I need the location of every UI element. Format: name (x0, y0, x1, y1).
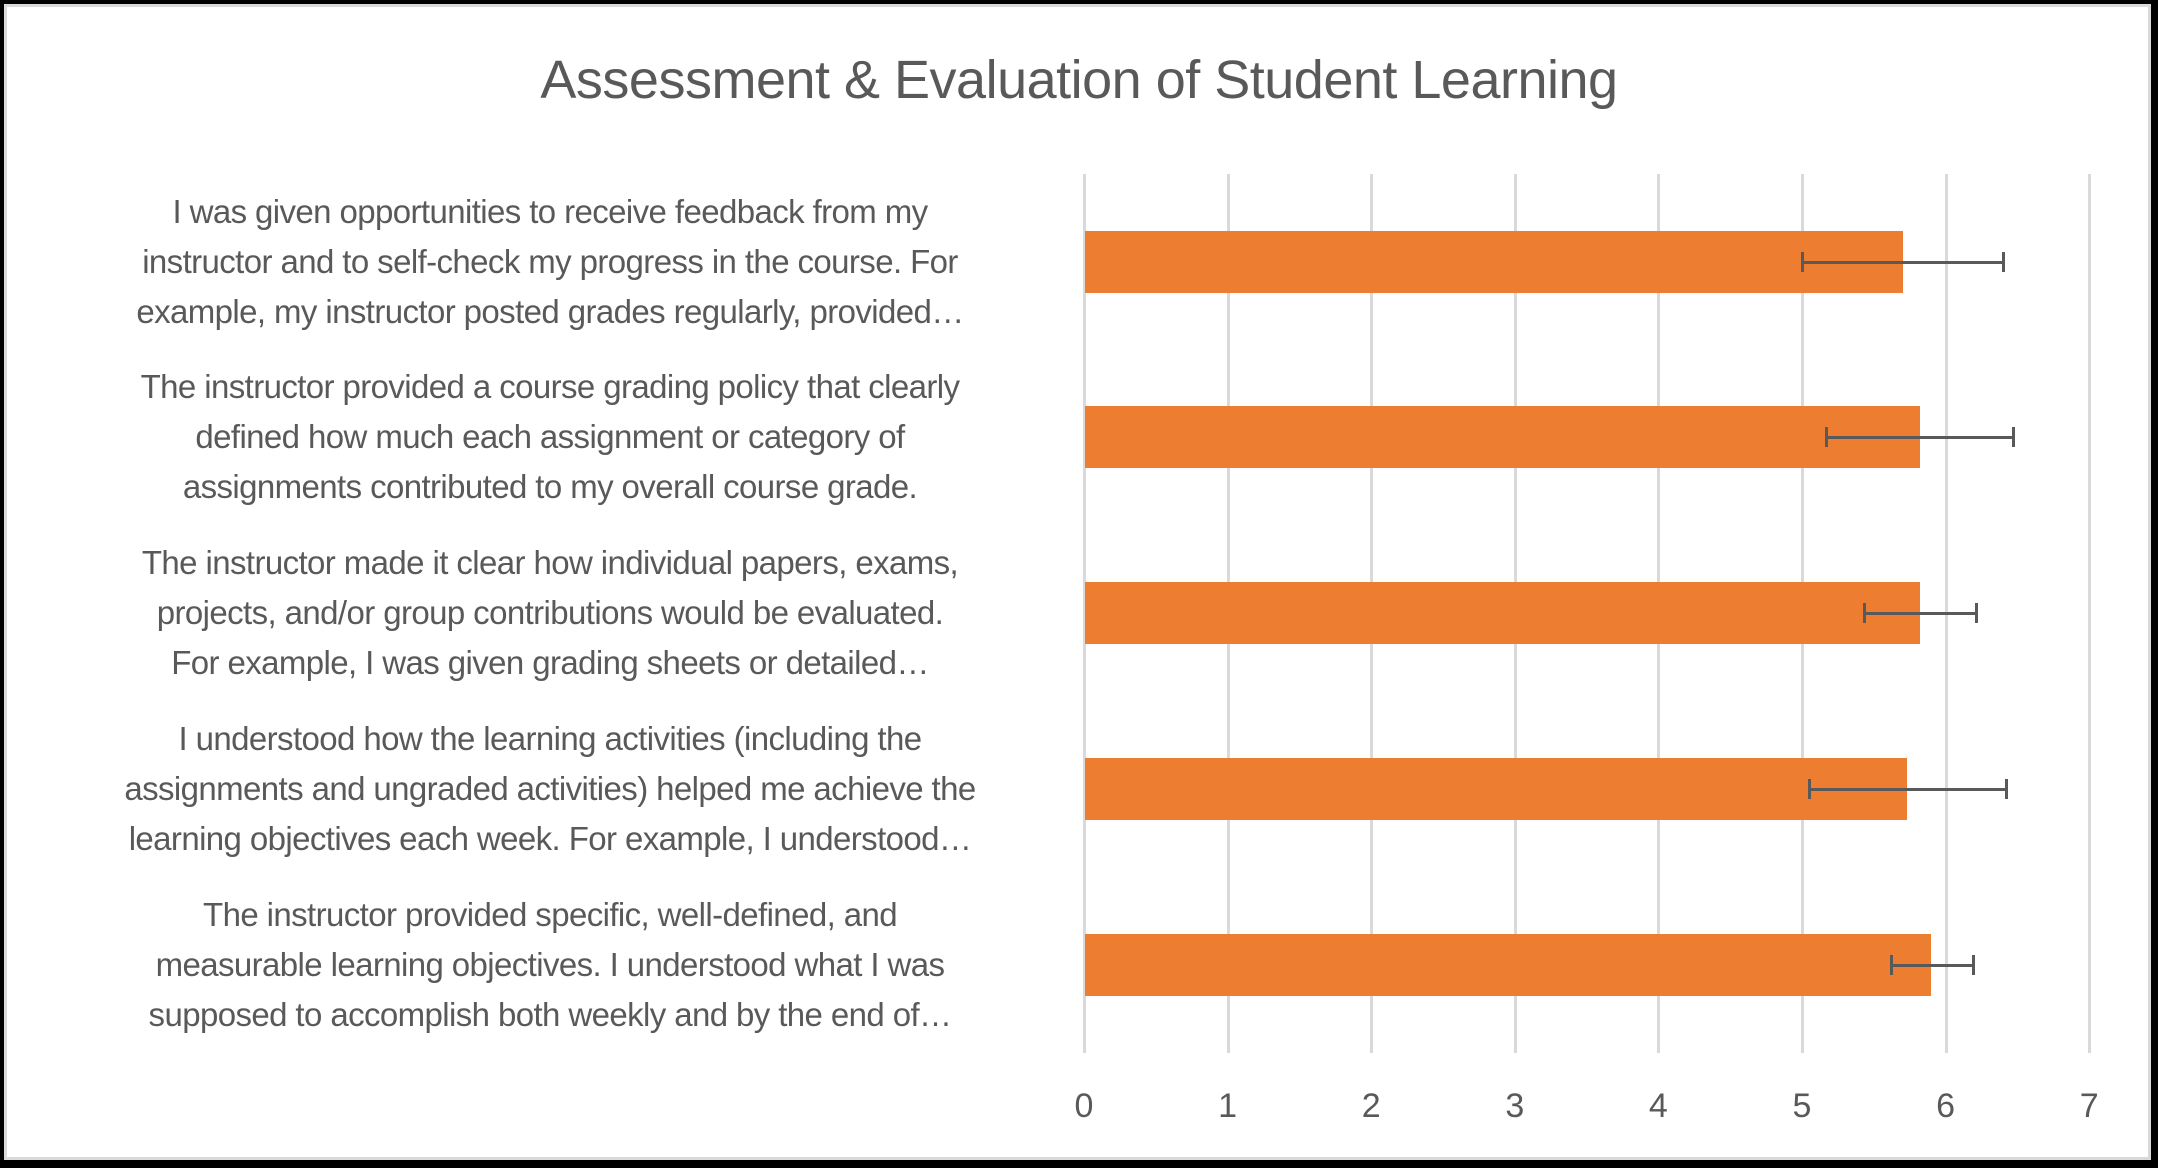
category-label-line: learning objectives each week. For examp… (128, 820, 972, 857)
x-tick-label: 4 (1648, 1087, 1668, 1125)
error-bar-cap-high (1974, 603, 1978, 623)
gridline-0 (1083, 174, 1086, 1053)
category-label-line: assignments contributed to my overall co… (182, 468, 918, 505)
error-bar-cap-low (1890, 955, 1894, 975)
x-tick-label: 2 (1361, 1087, 1381, 1125)
error-bar-line (1826, 436, 2014, 439)
category-label-line: measurable learning objectives. I unders… (155, 946, 945, 983)
category-label: The instructor provided a course grading… (20, 362, 1080, 512)
bar (1085, 582, 1920, 644)
x-tick-label: 7 (2079, 1087, 2099, 1125)
bar (1085, 934, 1932, 996)
x-tick-label: 5 (1792, 1087, 1812, 1125)
category-label-line: instructor and to self-check my progress… (142, 243, 958, 280)
error-bar-cap-high (2004, 779, 2008, 799)
error-bar-line (1802, 261, 2004, 264)
category-label: The instructor made it clear how individ… (20, 538, 1080, 688)
category-label-line: I understood how the learning activities… (178, 720, 923, 757)
category-label-line: defined how much each assignment or cate… (195, 418, 905, 455)
category-label: I understood how the learning activities… (20, 714, 1080, 864)
category-label-line: supposed to accomplish both weekly and b… (148, 996, 952, 1033)
category-label-line: projects, and/or group contributions wou… (156, 594, 944, 631)
category-label-line: The instructor provided a course grading… (140, 368, 960, 405)
error-bar-cap-high (1971, 955, 1975, 975)
x-tick-label: 0 (1074, 1087, 1094, 1125)
category-label-line: The instructor made it clear how individ… (141, 544, 959, 581)
bar (1085, 406, 1920, 468)
category-label-line: example, my instructor posted grades reg… (136, 293, 964, 330)
error-bar-cap-high (2002, 252, 2006, 272)
x-tick-label: 1 (1218, 1087, 1238, 1125)
category-label-line: For example, I was given grading sheets … (171, 644, 929, 681)
error-bar-cap-low (1825, 427, 1829, 447)
category-label-line: assignments and ungraded activities) hel… (124, 770, 976, 807)
x-tick-label: 6 (1936, 1087, 1956, 1125)
error-bar-cap-low (1808, 779, 1812, 799)
category-label: I was given opportunities to receive fee… (20, 187, 1080, 337)
category-label: The instructor provided specific, well-d… (20, 890, 1080, 1040)
x-tick-label: 3 (1505, 1087, 1525, 1125)
bar (1085, 231, 1903, 293)
bar (1085, 758, 1907, 820)
error-bar-cap-low (1862, 603, 1866, 623)
gridline-7 (2088, 174, 2092, 1053)
error-bar-line (1863, 612, 1976, 615)
error-bar-cap-low (1801, 252, 1804, 272)
error-bar-line (1891, 964, 1973, 967)
error-bar-line (1809, 788, 2006, 791)
category-label-line: I was given opportunities to receive fee… (172, 193, 928, 230)
chart-title: Assessment & Evaluation of Student Learn… (540, 50, 1618, 110)
category-label-line: The instructor provided specific, well-d… (203, 896, 898, 933)
error-bar-cap-high (2012, 427, 2016, 447)
